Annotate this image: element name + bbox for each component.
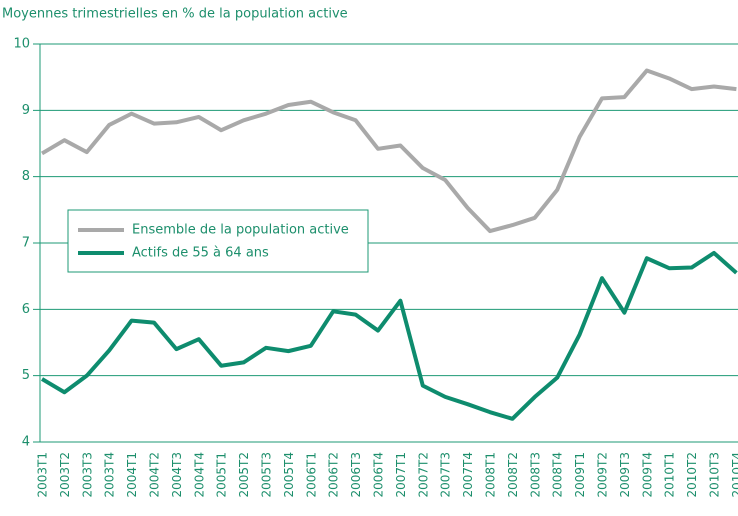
x-tick-label: 2004T2 [148,452,162,498]
legend-box [67,209,369,273]
x-tick-label: 2010T3 [708,452,722,498]
x-tick-label: 2003T2 [58,452,72,498]
legend-label: Ensemble de la population active [132,223,349,238]
x-tick-label: 2006T3 [349,452,363,498]
x-tick-label: 2007T4 [461,452,475,498]
x-tick-label: 2003T3 [80,452,94,498]
x-tick-label: 2005T1 [215,452,229,498]
x-tick-label: 2005T2 [237,452,251,498]
x-tick-label: 2008T3 [528,452,542,498]
x-tick-label: 2007T1 [394,452,408,498]
y-tick-label: 9 [22,103,30,118]
x-tick-label: 2008T4 [551,452,565,498]
x-tick-label: 2005T4 [282,452,296,498]
x-tick-label: 2007T2 [416,452,430,498]
x-tick-label: 2003T4 [103,452,117,498]
x-tick-label: 2006T1 [304,452,318,498]
x-tick-label: 2007T3 [439,452,453,498]
x-tick-label: 2010T2 [685,452,699,498]
x-tick-label: 2004T1 [125,452,139,498]
x-tick-label: 2006T4 [372,452,386,498]
x-tick-label: 2008T2 [506,452,520,498]
x-tick-label: 2005T3 [260,452,274,498]
y-tick-label: 10 [13,37,30,52]
x-tick-label: 2008T1 [484,452,498,498]
x-tick-label: 2009T3 [618,452,632,498]
y-tick-label: 6 [22,302,30,317]
x-tick-label: 2009T1 [573,452,587,498]
line-series [40,68,737,234]
y-tick-label: 4 [22,435,30,450]
chart-title: Moyennes trimestrielles en % de la popul… [2,7,348,22]
x-tick-label: 2009T2 [596,452,610,498]
y-tick-label: 5 [22,368,30,383]
x-tick-label: 2010T4 [730,452,738,498]
y-tick-label: 7 [22,236,30,251]
x-tick-label: 2010T1 [663,452,677,498]
legend-label: Actifs de 55 à 64 ans [132,246,269,261]
y-tick-label: 8 [22,169,30,184]
x-tick-label: 2004T4 [192,452,206,498]
line-series [40,250,738,421]
x-tick-label: 2006T2 [327,452,341,498]
x-tick-label: 2003T1 [36,452,50,498]
x-tick-label: 2009T4 [640,452,654,498]
x-tick-label: 2004T3 [170,452,184,498]
